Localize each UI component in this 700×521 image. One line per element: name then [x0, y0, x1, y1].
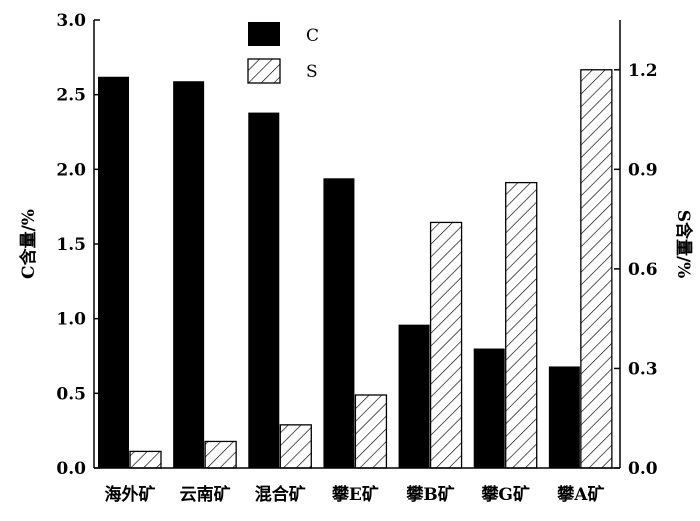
bar-c-4: [323, 178, 355, 468]
legend-swatch-s: [247, 58, 281, 84]
legend: CS: [247, 22, 319, 84]
category-label-5: 攀B矿: [405, 484, 454, 505]
left-tick-label: 0.0: [56, 459, 86, 479]
bar-s-4: [354, 394, 388, 469]
bar-c-5: [398, 324, 430, 468]
right-tick-label: 1.2: [628, 61, 658, 81]
bars-layer: [98, 69, 613, 469]
legend-swatch-c: [248, 22, 280, 46]
right-tick-label: 0.9: [628, 160, 658, 180]
right-tick-label: 0.6: [628, 260, 658, 280]
category-label-7: 攀A矿: [556, 484, 604, 505]
bar-c-1: [98, 76, 129, 468]
bar-s-5: [429, 221, 463, 469]
bar-c-7: [548, 366, 580, 468]
left-tick-label: 1.0: [56, 310, 86, 330]
left-axis-title: C含量/%: [18, 209, 39, 279]
left-tick-label: 3.0: [56, 11, 86, 31]
right-tick-label: 0.0: [628, 459, 658, 479]
category-label-6: 攀G矿: [480, 484, 530, 505]
legend-label-s: S: [306, 62, 318, 82]
right-axis-title: S含量/%: [673, 210, 694, 279]
labels-layer: 海外矿 云南矿 混合矿 攀E矿 攀B矿 攀G矿 攀A矿 0.0 0.5 1.0 1.5 2.0 2.5 3…: [18, 11, 694, 505]
left-tick-label: 0.5: [56, 384, 86, 404]
bar-s-7: [580, 69, 613, 469]
legend-label-c: C: [306, 26, 319, 46]
bar-c-2: [173, 81, 205, 468]
left-tick-label: 1.5: [56, 235, 86, 255]
bar-s-3: [279, 424, 312, 469]
bar-s-1: [129, 450, 162, 469]
left-tick-label: 2.0: [56, 160, 86, 180]
bar-s-6: [505, 181, 538, 469]
category-label-1: 海外矿: [105, 484, 156, 505]
axes-layer: [93, 19, 621, 469]
category-label-3: 混合矿: [255, 484, 306, 505]
category-label-4: 攀E矿: [331, 484, 379, 505]
left-tick-label: 2.5: [56, 86, 86, 106]
right-tick-label: 0.3: [628, 359, 658, 379]
category-label-2: 云南矿: [180, 484, 231, 505]
bar-c-3: [248, 112, 280, 468]
bar-c-6: [473, 348, 505, 468]
bar-s-2: [204, 440, 237, 469]
